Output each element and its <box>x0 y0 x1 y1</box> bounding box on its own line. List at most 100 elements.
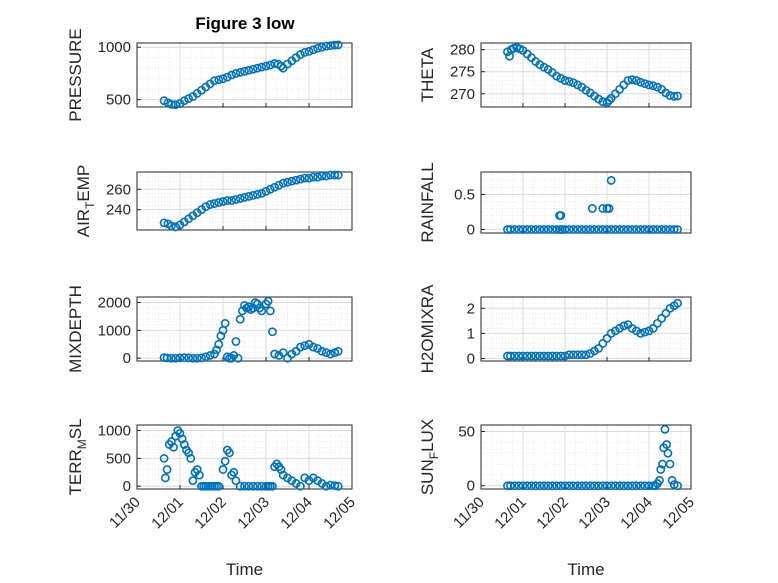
data-point <box>564 481 574 491</box>
data-point <box>661 225 671 234</box>
data-point <box>619 321 629 331</box>
data-point <box>653 318 662 328</box>
data-point <box>201 352 211 362</box>
data-point <box>594 481 603 491</box>
data-point <box>673 91 682 101</box>
data-point <box>604 204 614 213</box>
subplot-mixdepth: 0 1000 2000 MIXDEPTH <box>66 285 353 373</box>
data-point <box>673 481 682 491</box>
x-tick-label: 12/04 <box>617 494 656 533</box>
data-point <box>556 481 566 491</box>
data-point <box>527 351 536 361</box>
data-point <box>648 225 658 234</box>
y-axis-label: TERRMSL <box>66 418 89 495</box>
data-point <box>244 192 254 201</box>
data-point <box>539 62 549 72</box>
axes-box <box>136 296 353 362</box>
data-point <box>577 350 587 360</box>
data-point <box>321 348 331 358</box>
data-point <box>171 222 181 232</box>
data-point <box>333 481 343 491</box>
data-point <box>179 440 189 449</box>
data-point <box>184 353 193 363</box>
data-point <box>573 350 582 360</box>
x-tick-label: 12/05 <box>320 494 359 533</box>
x-tick-label: 12/02 <box>533 494 572 533</box>
data-point <box>514 481 524 491</box>
y-tick-label: 270 <box>450 86 475 103</box>
y-axis-label: SUNFLUX <box>418 419 441 495</box>
data-point <box>214 481 224 491</box>
y-tick-label: 2 <box>467 300 475 317</box>
x-tick-label: 12/02 <box>191 494 230 533</box>
data-point <box>569 481 578 491</box>
data-point <box>184 94 193 104</box>
data-point <box>317 42 327 52</box>
data-point <box>548 351 557 361</box>
data-point <box>518 225 528 234</box>
data-point <box>505 351 515 361</box>
data-point <box>535 481 545 491</box>
data-point <box>333 170 343 180</box>
data-point <box>205 200 215 209</box>
y-tick-label: 500 <box>106 92 131 109</box>
data-point <box>648 81 658 91</box>
data-point <box>248 64 258 74</box>
data-point <box>263 296 273 306</box>
series-rainfall <box>503 176 682 234</box>
data-point <box>514 351 524 361</box>
data-point <box>212 345 221 355</box>
data-point <box>669 92 679 101</box>
data-point <box>261 61 271 71</box>
data-point <box>510 225 519 234</box>
data-point <box>240 481 249 491</box>
data-point <box>227 196 236 205</box>
data-point <box>192 465 202 474</box>
data-point <box>175 428 185 438</box>
series-theta <box>503 43 682 107</box>
data-point <box>669 225 679 234</box>
data-point <box>220 456 230 466</box>
data-point <box>270 182 279 192</box>
data-point <box>278 178 288 188</box>
data-point <box>644 481 654 491</box>
data-point <box>510 351 519 361</box>
x-axis-label: Time <box>567 560 604 579</box>
data-point <box>308 172 318 182</box>
data-point <box>556 211 566 220</box>
data-point <box>581 350 591 360</box>
data-point <box>214 198 224 207</box>
data-point <box>548 481 557 491</box>
axes-box <box>136 42 353 108</box>
data-point <box>252 63 262 73</box>
axes-box <box>136 171 353 231</box>
data-point <box>585 225 595 234</box>
y-tick-label: 0.5 <box>454 186 475 203</box>
subplot-sunflux: 0 50 SUNFLUX 11/30 12/01 12/02 12/03 12/04 12/05… <box>418 419 698 579</box>
data-point <box>619 481 629 491</box>
data-point <box>661 308 671 318</box>
data-point <box>656 465 666 474</box>
data-point <box>665 459 675 469</box>
data-point <box>235 194 245 203</box>
data-point <box>233 353 243 363</box>
x-tick-label: 11/30 <box>450 494 488 532</box>
data-point <box>333 40 343 50</box>
data-point <box>573 225 582 234</box>
data-point <box>209 349 219 359</box>
data-point <box>194 470 204 480</box>
y-tick-label: 260 <box>106 181 131 198</box>
data-point <box>535 351 545 361</box>
y-axis-label: MIXDEPTH <box>66 285 85 373</box>
data-point <box>611 225 620 234</box>
data-point <box>166 437 176 447</box>
data-point <box>261 186 271 196</box>
data-point <box>587 204 597 213</box>
data-point <box>188 353 198 363</box>
data-point <box>598 204 608 213</box>
data-point <box>552 481 561 491</box>
data-point <box>330 170 340 180</box>
data-point <box>231 195 241 204</box>
data-point <box>209 199 219 208</box>
data-point <box>313 172 322 182</box>
